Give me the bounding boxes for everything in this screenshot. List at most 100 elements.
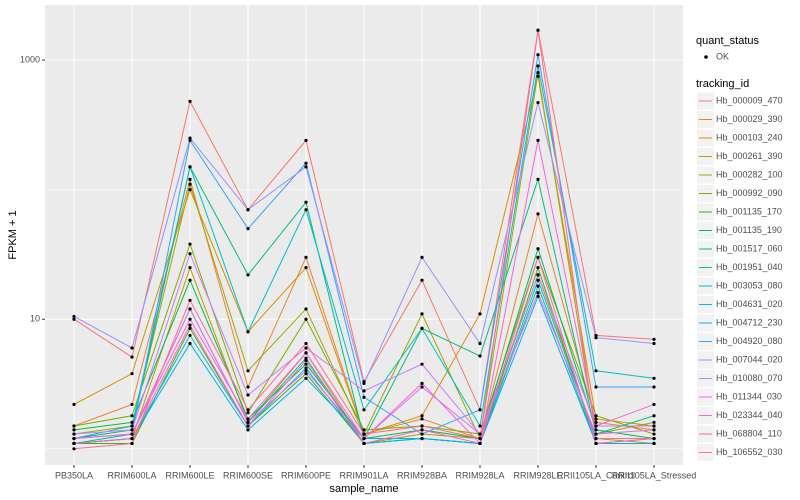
data-point xyxy=(536,273,540,277)
data-point xyxy=(304,200,308,204)
data-point xyxy=(594,414,598,418)
legend-title: tracking_id xyxy=(696,78,749,90)
data-point xyxy=(130,372,134,376)
x-tick-label: RRIM901LA xyxy=(339,470,388,480)
x-tick-label: RRII105LA_Control xyxy=(557,470,635,480)
data-point xyxy=(652,341,656,346)
data-point xyxy=(304,255,308,259)
data-point xyxy=(420,381,424,385)
legend-label: Hb_001517_060 xyxy=(716,243,783,253)
x-tick-label: RRIM600SE xyxy=(223,470,273,480)
legend-label: Hb_000029_390 xyxy=(716,114,783,124)
data-point xyxy=(536,74,540,78)
data-point xyxy=(420,428,424,432)
data-point xyxy=(362,432,366,436)
x-tick-label: RRIM928LE xyxy=(513,470,562,480)
data-point xyxy=(478,408,482,412)
data-point xyxy=(304,356,308,360)
data-point xyxy=(246,227,250,231)
data-point xyxy=(594,417,598,421)
data-point xyxy=(536,266,540,270)
data-point xyxy=(304,369,308,373)
data-point xyxy=(594,436,598,441)
data-point xyxy=(188,177,192,181)
data-point xyxy=(246,330,250,334)
x-tick-label: RRIM600LA xyxy=(107,470,156,480)
data-point xyxy=(420,278,424,282)
data-point xyxy=(188,333,192,338)
data-point xyxy=(188,341,192,346)
data-point xyxy=(536,291,540,295)
data-point xyxy=(536,278,540,282)
data-point xyxy=(246,369,250,373)
data-point xyxy=(652,441,656,446)
data-point xyxy=(652,414,656,418)
legend-title: quant_status xyxy=(696,35,759,47)
data-point xyxy=(478,436,482,441)
data-point xyxy=(652,436,656,441)
data-point xyxy=(536,294,540,299)
x-tick-label: RRIM600PE xyxy=(281,470,331,480)
y-tick-label: 10 xyxy=(30,314,40,324)
data-point xyxy=(246,428,250,432)
data-point xyxy=(304,376,308,380)
data-point xyxy=(246,411,250,415)
data-point xyxy=(362,441,366,446)
data-point xyxy=(478,312,482,316)
data-point xyxy=(304,208,308,212)
data-point xyxy=(188,242,192,246)
data-point xyxy=(536,28,540,32)
data-point xyxy=(536,255,540,259)
data-point xyxy=(130,420,134,424)
data-point xyxy=(478,441,482,446)
legend-label: Hb_001951_040 xyxy=(716,262,783,272)
data-point xyxy=(478,432,482,436)
data-point xyxy=(130,428,134,432)
data-point xyxy=(420,432,424,436)
data-point xyxy=(594,385,598,389)
data-point xyxy=(304,161,308,165)
data-point xyxy=(652,428,656,432)
data-point xyxy=(304,372,308,376)
data-point xyxy=(246,393,250,397)
y-axis-label: FPKM + 1 xyxy=(7,210,19,259)
x-tick-label: RRIM928LA xyxy=(455,470,504,480)
data-point xyxy=(246,424,250,428)
data-point xyxy=(536,284,540,288)
data-point xyxy=(420,385,424,389)
data-point xyxy=(304,366,308,370)
data-point xyxy=(304,317,308,321)
data-point xyxy=(72,447,76,451)
data-point xyxy=(246,385,250,389)
data-point xyxy=(130,432,134,436)
data-point xyxy=(594,432,598,436)
data-point xyxy=(420,436,424,441)
data-point xyxy=(304,358,308,363)
x-tick-label: RRIM600LE xyxy=(165,470,214,480)
data-point xyxy=(594,369,598,373)
data-point xyxy=(188,188,192,192)
legend-label: Hb_010080_070 xyxy=(716,373,783,383)
data-point xyxy=(304,165,308,169)
data-point xyxy=(362,395,366,399)
data-point xyxy=(362,381,366,385)
data-point xyxy=(188,307,192,311)
data-point xyxy=(188,99,192,103)
data-point xyxy=(130,355,134,359)
data-point xyxy=(420,414,424,418)
data-point xyxy=(478,341,482,346)
x-tick-label: PB350LA xyxy=(55,470,93,480)
x-tick-label: RRIM928BA xyxy=(397,470,447,480)
data-point xyxy=(652,432,656,436)
legend-label: Hb_001135_190 xyxy=(716,225,782,235)
data-point xyxy=(246,273,250,277)
data-point xyxy=(188,182,192,186)
data-point xyxy=(594,420,598,424)
data-point xyxy=(304,351,308,355)
data-point xyxy=(652,424,656,428)
data-point xyxy=(304,341,308,346)
data-point xyxy=(130,441,134,446)
data-point xyxy=(420,417,424,421)
data-point xyxy=(304,362,308,366)
data-point xyxy=(536,177,540,181)
